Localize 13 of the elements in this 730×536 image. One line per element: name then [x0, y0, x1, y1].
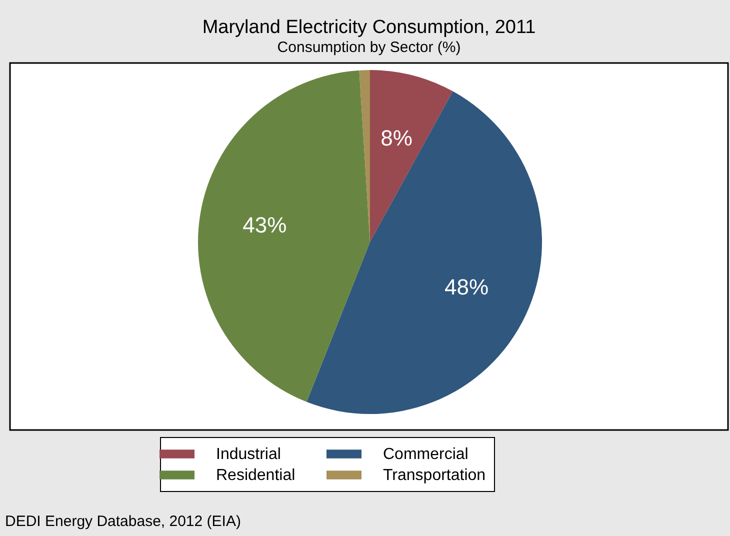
chart-title: Maryland Electricity Consumption, 2011 — [202, 17, 536, 38]
pie-slice — [306, 91, 542, 414]
chart-subtitle: Consumption by Sector (%) — [277, 39, 461, 56]
pie-slice — [370, 70, 453, 242]
legend-label: Transportation — [383, 467, 486, 484]
text: DEDI Energy Database, 2012 (EIA) — [5, 513, 241, 530]
legend-label: Commercial — [383, 446, 468, 463]
legend-label: Residential — [216, 467, 296, 484]
pie-slice — [198, 70, 370, 402]
legend-label: Industrial — [216, 446, 281, 463]
data-label: 43% — [242, 212, 287, 238]
data-label: 8% — [380, 126, 412, 151]
data-label: 48% — [444, 274, 489, 300]
